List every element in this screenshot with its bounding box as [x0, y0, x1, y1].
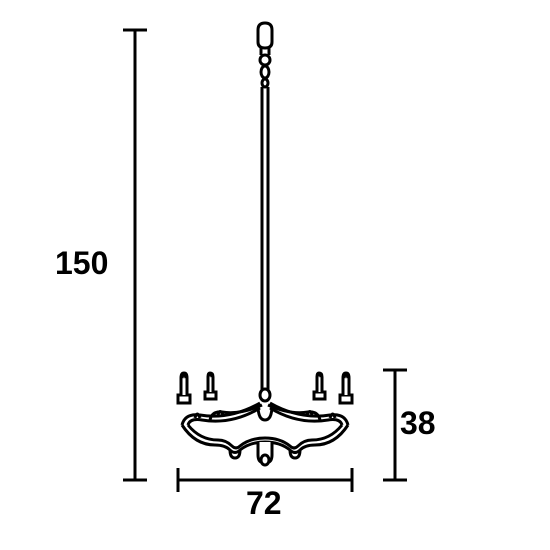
candle-midleft: [205, 373, 216, 399]
candle-left: [178, 373, 190, 403]
width-label: 72: [246, 485, 282, 522]
candle-right: [340, 373, 352, 403]
height-label: 150: [55, 245, 108, 282]
body-height-label: 38: [400, 405, 436, 442]
diagram-container: 150 72 38: [0, 0, 550, 550]
candle-midright: [314, 373, 325, 399]
chandelier-silhouette: [178, 23, 352, 465]
height-dimension-line: [123, 30, 147, 480]
